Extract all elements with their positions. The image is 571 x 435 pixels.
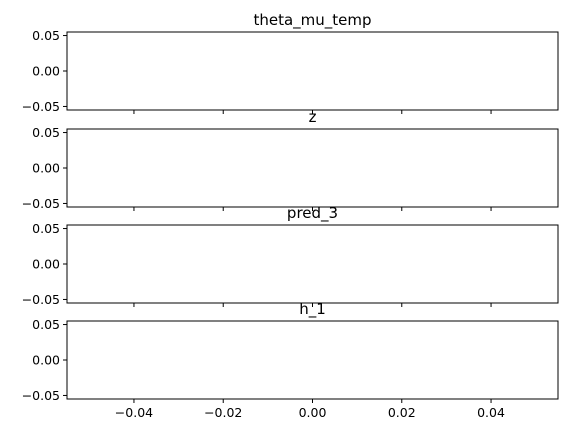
y-tick-label: −0.05: [22, 292, 60, 307]
x-tick-label: −0.02: [204, 405, 242, 420]
y-tick-label: 0.05: [32, 28, 60, 43]
axes-frame: [67, 32, 558, 110]
y-tick-label: 0.00: [32, 257, 60, 272]
x-tick-label: −0.04: [115, 405, 153, 420]
subplot-2: −0.05 0.00 0.05 z: [22, 108, 558, 211]
y-tick-label: 0.05: [32, 125, 60, 140]
y-tick-label: −0.05: [22, 196, 60, 211]
subplot-title: z: [309, 108, 317, 126]
subplot-3: −0.05 0.00 0.05 pred_3: [22, 204, 558, 307]
y-tick-label: 0.05: [32, 317, 60, 332]
y-tick-label: −0.05: [22, 99, 60, 114]
y-tick-label: 0.05: [32, 221, 60, 236]
axes-frame: [67, 225, 558, 303]
subplot-title: theta_mu_temp: [253, 11, 371, 30]
x-tick-label: 0.00: [299, 405, 327, 420]
subplot-4: −0.05 0.00 0.05 −0.04 −0.02 0.00 0.02 0.04 h_1: [22, 300, 558, 420]
x-tick-label: 0.02: [388, 405, 416, 420]
subplot-title: h_1: [299, 300, 326, 319]
y-tick-label: 0.00: [32, 64, 60, 79]
axes-frame: [67, 321, 558, 399]
y-tick-label: 0.00: [32, 161, 60, 176]
y-tick-label: −0.05: [22, 388, 60, 403]
subplot-title: pred_3: [287, 204, 338, 223]
subplot-1: −0.05 0.00 0.05 theta_mu_temp: [22, 11, 558, 114]
y-tick-label: 0.00: [32, 353, 60, 368]
x-tick-label: 0.04: [477, 405, 505, 420]
axes-frame: [67, 129, 558, 207]
